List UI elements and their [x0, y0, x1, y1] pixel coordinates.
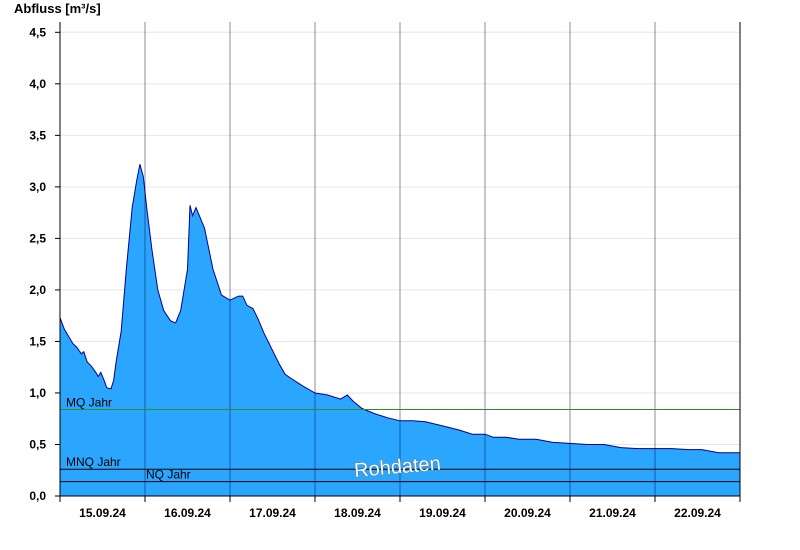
x-tick-label: 19.09.24 — [419, 506, 466, 520]
discharge-area — [60, 164, 740, 496]
x-tick-label: 16.09.24 — [164, 506, 211, 520]
reference-line-label: MQ Jahr — [66, 395, 112, 409]
y-tick-label: 2,0 — [29, 283, 46, 297]
y-tick-label: 3,0 — [29, 180, 46, 194]
day-separators — [144, 22, 656, 496]
y-tick-label: 4,0 — [29, 77, 46, 91]
discharge-series — [59, 164, 740, 496]
y-tick-label: 1,5 — [29, 334, 46, 348]
reference-line-label: NQ Jahr — [146, 468, 191, 482]
reference-line-label: MNQ Jahr — [66, 455, 121, 469]
y-tick-label: 4,5 — [29, 25, 46, 39]
y-tick-label: 0,0 — [29, 489, 46, 503]
y-tick-label: 2,5 — [29, 231, 46, 245]
y-axis-ticks: 0,0 0,5 1,0 1,5 2,0 2,5 3,0 3,5 4,0 4,5 — [29, 25, 60, 503]
x-axis-ticks: 15.09.24 16.09.24 17.09.24 18.09.24 19.09.24… — [59, 496, 741, 520]
y-tick-label: 0,5 — [29, 437, 46, 451]
y-tick-label: 1,0 — [29, 386, 46, 400]
x-tick-label: 20.09.24 — [504, 506, 551, 520]
discharge-line — [59, 164, 740, 454]
x-tick-label: 17.09.24 — [249, 506, 296, 520]
x-tick-label: 18.09.24 — [334, 506, 381, 520]
x-tick-label: 21.09.24 — [589, 506, 636, 520]
reference-lines: MQ Jahr MNQ Jahr NQ Jahr — [60, 395, 740, 483]
y-tick-label: 3,5 — [29, 128, 46, 142]
x-tick-label: 15.09.24 — [79, 506, 126, 520]
y-axis-label: Abfluss [m³/s] — [14, 1, 101, 16]
x-tick-label: 22.09.24 — [674, 506, 721, 520]
